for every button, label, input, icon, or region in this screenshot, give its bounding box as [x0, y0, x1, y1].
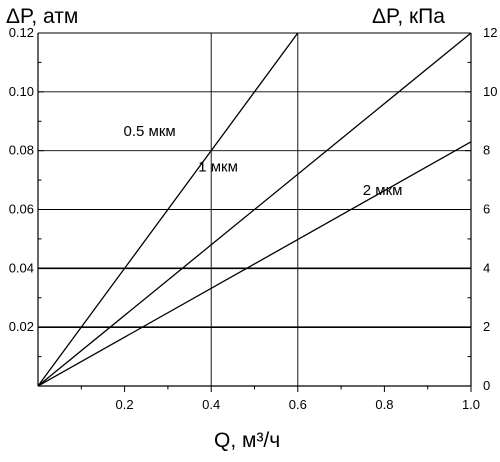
plot-axes — [37, 32, 472, 392]
series-line-2 — [37, 32, 472, 387]
y-left-tick-label: 0.06 — [9, 202, 34, 217]
series-lines: 0.5 мкм 1 мкм 2 мкм — [37, 32, 472, 387]
x-tick-label: 1.0 — [462, 397, 480, 412]
y-right-tick-label: 8 — [483, 143, 490, 158]
y-axis-left-title: ΔP, атм — [6, 5, 78, 28]
y-left-tick-label: 0.10 — [9, 84, 34, 99]
x-axis-title: Q, м³/ч — [214, 429, 280, 452]
x-tick-label: 0.2 — [116, 397, 134, 412]
y-right-tick-label: 4 — [483, 260, 490, 275]
tick-labels: 0.2 0.4 0.6 0.8 1.00.020.040.060.080.100.120… — [9, 25, 498, 412]
y-right-tick-label: 10 — [483, 84, 497, 99]
x-tick-label: 0.8 — [375, 397, 393, 412]
series-label-1: 0.5 мкм — [123, 123, 175, 140]
series-label-2: 1 мкм — [198, 158, 238, 175]
y-left-tick-label: 0.12 — [9, 25, 34, 40]
series-label-3: 2 мкм — [363, 182, 403, 199]
y-right-tick-label: 0 — [483, 378, 490, 393]
x-tick-label: 0.4 — [202, 397, 220, 412]
y-right-tick-label: 6 — [483, 202, 490, 217]
y-left-tick-label: 0.04 — [9, 260, 34, 275]
x-tick-label: 0.6 — [289, 397, 307, 412]
series-line-3 — [37, 141, 472, 387]
y-right-tick-label: 2 — [483, 319, 490, 334]
y-right-tick-label: 12 — [483, 25, 497, 40]
y-left-tick-label: 0.02 — [9, 319, 34, 334]
y-left-tick-label: 0.08 — [9, 143, 34, 158]
y-axis-right-title: ΔP, кПа — [372, 5, 445, 28]
series-line-1 — [37, 32, 299, 387]
